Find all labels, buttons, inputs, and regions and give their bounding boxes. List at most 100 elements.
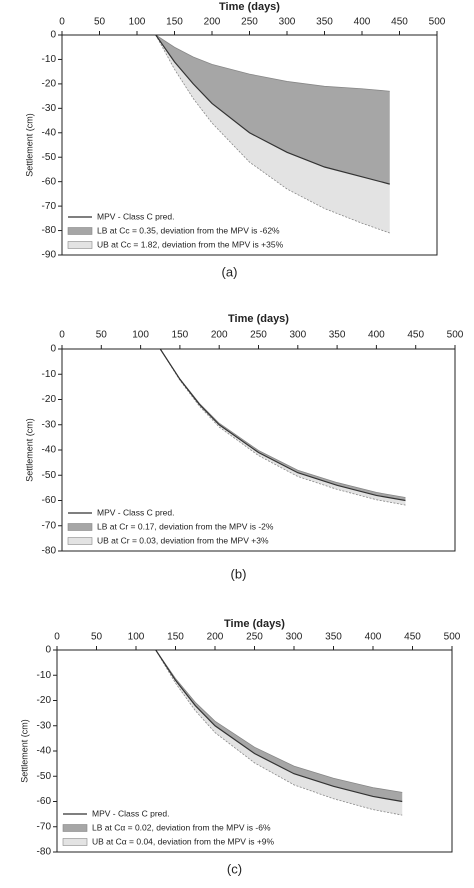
y-tick-label: 0	[50, 344, 56, 355]
y-tick-label: -40	[42, 445, 57, 456]
legend-label: MPV - Class C pred.	[97, 211, 174, 221]
x-tick-label: 450	[407, 330, 424, 341]
y-tick-label: 0	[45, 645, 51, 656]
x-tick-label: 50	[96, 330, 108, 341]
x-tick-label: 150	[167, 632, 184, 643]
x-tick-label: 50	[91, 632, 103, 643]
y-tick-label: -40	[42, 127, 57, 138]
y-tick-label: -70	[42, 201, 57, 212]
line	[155, 34, 390, 185]
x-tick-label: 100	[129, 17, 146, 28]
y-tick-label: -50	[42, 152, 57, 163]
y-tick-label: -50	[37, 771, 52, 782]
x-tick-label: 150	[172, 330, 189, 341]
band-edge	[155, 34, 390, 92]
legend-swatch	[67, 523, 93, 531]
x-tick-label: 250	[241, 17, 258, 28]
band	[155, 35, 390, 185]
y-tick-label: -60	[37, 796, 52, 807]
y-tick-label: -20	[42, 79, 57, 90]
x-tick-label: 0	[59, 17, 65, 28]
panel-label: (c)	[227, 861, 242, 876]
band-edge	[159, 348, 406, 506]
y-axis-title: Settlement (cm)	[24, 113, 34, 177]
band	[160, 349, 406, 501]
legend-label: UB at Cc = 1.82, deviation from the MPV …	[97, 239, 284, 249]
y-tick-label: -30	[37, 720, 52, 731]
panel-label: (b)	[231, 566, 247, 581]
x-tick-label: 400	[354, 17, 371, 28]
x-tick-label: 0	[59, 330, 65, 341]
band-edge	[155, 649, 403, 816]
y-tick-label: -10	[42, 54, 57, 65]
x-tick-label: 250	[250, 330, 267, 341]
x-tick-label: 200	[211, 330, 228, 341]
x-tick-label: 50	[94, 17, 106, 28]
legend-label: MPV - Class C pred.	[97, 507, 174, 517]
y-tick-label: -40	[37, 746, 52, 757]
line	[159, 348, 406, 502]
legend-label: LB at Cr = 0.17, deviation from the MPV …	[97, 521, 274, 531]
legend-swatch	[62, 838, 88, 846]
band-edge	[155, 34, 390, 234]
x-axis-title: Time (days)	[219, 1, 280, 13]
line	[155, 649, 403, 803]
band-edge	[159, 348, 406, 498]
x-tick-label: 200	[207, 632, 224, 643]
x-tick-label: 350	[325, 632, 342, 643]
y-tick-label: -90	[42, 250, 57, 261]
y-tick-label: -70	[37, 821, 52, 832]
y-tick-label: -80	[37, 847, 52, 858]
x-tick-label: 200	[204, 17, 221, 28]
y-tick-label: -80	[42, 546, 57, 557]
y-tick-label: -80	[42, 225, 57, 236]
panel-label: (a)	[222, 264, 238, 279]
legend-swatch	[62, 824, 88, 832]
y-axis-title: Settlement (cm)	[24, 418, 34, 482]
y-axis-title: Settlement (cm)	[19, 719, 29, 783]
legend-label: LB at Cc = 0.35, deviation from the MPV …	[97, 225, 280, 235]
x-tick-label: 350	[316, 17, 333, 28]
x-tick-label: 250	[246, 632, 263, 643]
y-tick-label: -60	[42, 176, 57, 187]
y-tick-label: -20	[42, 394, 57, 405]
x-tick-label: 400	[368, 330, 385, 341]
band-edge	[155, 649, 403, 793]
legend-swatch	[67, 537, 93, 545]
legend-swatch	[67, 227, 93, 235]
x-tick-label: 300	[286, 632, 303, 643]
legend-label: LB at Cα = 0.02, deviation from the MPV …	[92, 822, 271, 832]
x-tick-label: 300	[289, 330, 306, 341]
y-tick-label: -70	[42, 520, 57, 531]
x-tick-label: 150	[166, 17, 183, 28]
x-axis-title: Time (days)	[228, 313, 289, 325]
x-tick-label: 0	[54, 632, 60, 643]
x-tick-label: 100	[128, 632, 145, 643]
y-tick-label: -30	[42, 103, 57, 114]
x-tick-label: 350	[329, 330, 346, 341]
band	[155, 35, 390, 233]
band	[155, 650, 403, 802]
x-tick-label: 500	[447, 330, 464, 341]
x-axis-title: Time (days)	[224, 618, 285, 630]
legend-label: UB at Cα = 0.04, deviation from the MPV …	[92, 836, 275, 846]
x-tick-label: 100	[132, 330, 149, 341]
x-tick-label: 500	[444, 632, 461, 643]
y-tick-label: -30	[42, 419, 57, 430]
y-tick-label: 0	[50, 30, 56, 41]
y-tick-label: -10	[37, 670, 52, 681]
x-tick-label: 450	[391, 17, 408, 28]
y-tick-label: -20	[37, 695, 52, 706]
x-tick-label: 300	[279, 17, 296, 28]
band	[160, 349, 406, 506]
legend-label: UB at Cr = 0.03, deviation from the MPV …	[97, 535, 269, 545]
legend-swatch	[67, 241, 93, 249]
y-tick-label: -10	[42, 369, 57, 380]
y-tick-label: -50	[42, 470, 57, 481]
x-tick-label: 400	[365, 632, 382, 643]
band	[155, 650, 403, 816]
x-tick-label: 500	[429, 17, 446, 28]
y-tick-label: -60	[42, 495, 57, 506]
x-tick-label: 450	[404, 632, 421, 643]
